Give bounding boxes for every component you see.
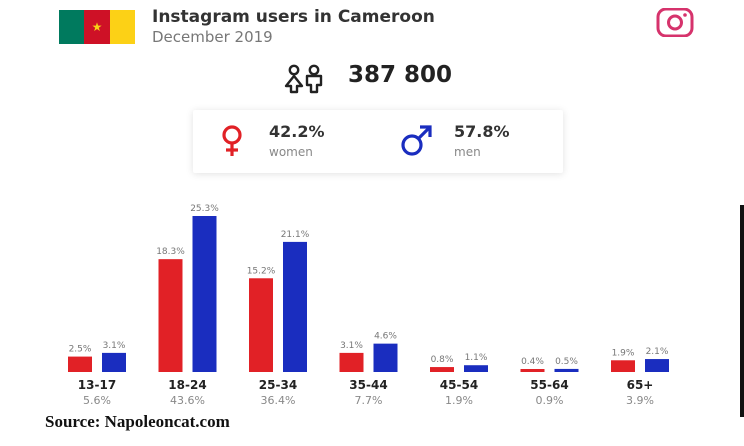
bar-65+-series-2 bbox=[645, 359, 669, 372]
category-share-55-64: 0.9% bbox=[536, 394, 564, 407]
data-label-18-24-series-1: 18.3% bbox=[156, 247, 185, 257]
category-share-13-17: 5.6% bbox=[83, 394, 111, 407]
flag-red-stripe: ★ bbox=[84, 10, 110, 44]
users-icon bbox=[284, 64, 323, 94]
bar-13-17-series-1 bbox=[68, 356, 92, 372]
data-label-13-17-series-2: 3.1% bbox=[103, 341, 126, 351]
category-label-55-64: 55-64 bbox=[530, 378, 568, 392]
chart-subtitle: December 2019 bbox=[152, 28, 273, 46]
data-label-35-44-series-2: 4.6% bbox=[374, 332, 397, 342]
category-label-65+: 65+ bbox=[627, 378, 654, 392]
bar-35-44-series-1 bbox=[339, 352, 364, 372]
data-label-18-24-series-2: 25.3% bbox=[190, 204, 219, 214]
instagram-icon bbox=[656, 8, 694, 37]
female-icon bbox=[222, 125, 242, 156]
total-users: 387 800 bbox=[348, 62, 453, 88]
flag-green-stripe bbox=[59, 10, 85, 44]
male-icon bbox=[401, 125, 432, 156]
category-label-13-17: 13-17 bbox=[78, 378, 116, 392]
bar-18-24-series-1 bbox=[158, 259, 183, 372]
data-label-25-34-series-2: 21.1% bbox=[281, 230, 310, 240]
women-label: women bbox=[269, 145, 313, 159]
data-label-55-64-series-2: 0.5% bbox=[555, 357, 578, 367]
source-note: Source: Napoleoncat.com bbox=[45, 412, 230, 431]
bar-25-34-series-2 bbox=[283, 241, 307, 372]
bar-13-17-series-2 bbox=[102, 352, 126, 372]
category-label-25-34: 25-34 bbox=[259, 378, 297, 392]
flag-star-icon: ★ bbox=[91, 20, 103, 34]
bar-55-64-series-2 bbox=[554, 368, 579, 372]
bar-18-24-series-2 bbox=[192, 216, 217, 372]
bar-55-64-series-1 bbox=[520, 369, 545, 372]
category-label-45-54: 45-54 bbox=[440, 378, 478, 392]
data-label-45-54-series-1: 0.8% bbox=[431, 355, 454, 365]
category-share-45-54: 1.9% bbox=[445, 394, 473, 407]
category-share-25-34: 36.4% bbox=[261, 394, 296, 407]
bar-45-54-series-2 bbox=[464, 365, 488, 372]
men-percentage: 57.8% bbox=[454, 122, 510, 141]
flag-yellow-stripe bbox=[109, 10, 135, 44]
bar-65+-series-1 bbox=[611, 360, 635, 372]
age-gender-bar-chart: 2.5% 3.1% 13-17 5.6% 18.3% 25.3% 18-24 43.6% 15.… bbox=[68, 204, 669, 407]
data-label-35-44-series-1: 3.1% bbox=[340, 341, 363, 351]
women-percentage: 42.2% bbox=[269, 122, 325, 141]
data-label-55-64-series-1: 0.4% bbox=[521, 357, 544, 367]
category-share-65+: 3.9% bbox=[626, 394, 654, 407]
data-label-13-17-series-1: 2.5% bbox=[69, 345, 92, 355]
bar-35-44-series-2 bbox=[373, 343, 398, 372]
data-label-25-34-series-1: 15.2% bbox=[247, 266, 276, 276]
category-label-35-44: 35-44 bbox=[349, 378, 387, 392]
category-share-18-24: 43.6% bbox=[170, 394, 205, 407]
bar-25-34-series-1 bbox=[249, 278, 273, 372]
category-label-18-24: 18-24 bbox=[168, 378, 206, 392]
men-label: men bbox=[454, 145, 481, 159]
chart-title: Instagram users in Cameroon bbox=[152, 7, 435, 27]
data-label-65+-series-2: 2.1% bbox=[646, 347, 669, 357]
data-label-45-54-series-2: 1.1% bbox=[465, 353, 488, 363]
category-share-35-44: 7.7% bbox=[355, 394, 383, 407]
cameroon-flag: ★ bbox=[59, 10, 135, 44]
gender-summary-card: 42.2% women 57.8% men bbox=[193, 110, 563, 173]
data-label-65+-series-1: 1.9% bbox=[612, 348, 635, 358]
right-edge-strip bbox=[740, 205, 744, 417]
bar-45-54-series-1 bbox=[430, 367, 454, 372]
